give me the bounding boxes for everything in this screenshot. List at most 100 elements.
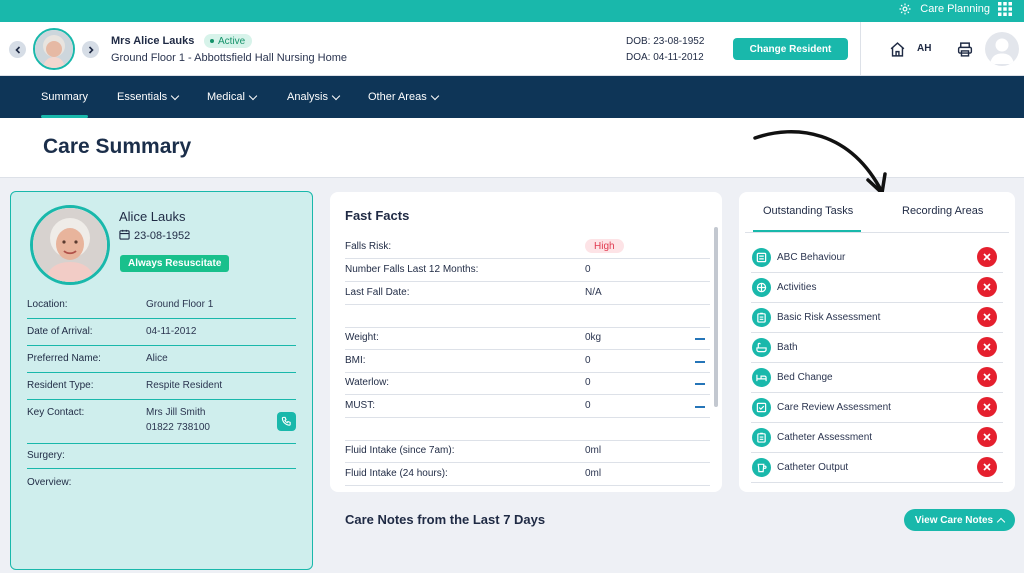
fact-label: Falls Risk:	[345, 241, 392, 252]
close-icon[interactable]	[977, 397, 997, 417]
fact-label: Waterlow:	[345, 377, 390, 388]
user-avatar-icon[interactable]	[985, 32, 1019, 66]
task-row[interactable]: Catheter Output	[751, 455, 1003, 483]
chevron-up-icon	[996, 517, 1006, 526]
fact-label: Last Fall Date:	[345, 287, 410, 298]
falls-risk-badge: High	[585, 239, 624, 253]
task-label: ABC Behaviour	[777, 252, 846, 263]
top-bar: Care Planning	[0, 0, 1024, 22]
tab-recording-areas[interactable]: Recording Areas	[902, 205, 984, 217]
header-divider	[860, 22, 861, 76]
task-row[interactable]: Care Review Assessment	[751, 395, 1003, 423]
profile-row-arrival: Date of Arrival: 04-11-2012	[27, 326, 296, 346]
nav-essentials[interactable]: Essentials	[117, 91, 180, 103]
fact-value: 0	[585, 264, 591, 275]
fact-row-fluid-24h: Fluid Intake (24 hours): 0ml	[345, 463, 710, 486]
care-planning-label[interactable]: Care Planning	[920, 3, 990, 15]
page-title-band: Care Summary	[0, 118, 1024, 178]
fact-row-falls-risk: Falls Risk: High	[345, 236, 710, 259]
minus-icon[interactable]	[695, 338, 705, 340]
key-contact-phone: 01822 738100	[146, 422, 210, 433]
nav-summary[interactable]: Summary	[41, 91, 89, 118]
resident-location: Ground Floor 1 - Abbottsfield Hall Nursi…	[111, 52, 347, 64]
profile-row-preferred-name: Preferred Name: Alice	[27, 353, 296, 373]
care-planning-switcher[interactable]: Care Planning	[898, 2, 1012, 16]
close-icon[interactable]	[977, 427, 997, 447]
gear-icon[interactable]	[898, 2, 912, 16]
fact-row-fluid-7am: Fluid Intake (since 7am): 0ml	[345, 440, 710, 463]
minus-icon[interactable]	[695, 361, 705, 363]
fact-label: Weight:	[345, 332, 379, 343]
user-initials[interactable]: AH	[917, 43, 932, 54]
chevron-down-icon	[248, 91, 258, 100]
profile-label: Resident Type:	[27, 380, 94, 391]
task-row[interactable]: Catheter Assessment	[751, 425, 1003, 453]
fact-row-last-fall: Last Fall Date: N/A	[345, 282, 710, 305]
nav-summary-label: Summary	[41, 91, 89, 103]
fast-facts-scrollbar[interactable]	[714, 227, 718, 407]
next-resident-button[interactable]	[82, 41, 99, 58]
profile-row-resident-type: Resident Type: Respite Resident	[27, 380, 296, 400]
print-icon[interactable]	[956, 41, 974, 63]
nav-other-areas[interactable]: Other Areas	[368, 91, 439, 103]
task-row[interactable]: Bed Change	[751, 365, 1003, 393]
close-icon[interactable]	[977, 367, 997, 387]
task-label: Basic Risk Assessment	[777, 312, 881, 323]
chevron-down-icon	[170, 91, 180, 100]
close-icon[interactable]	[977, 457, 997, 477]
view-care-notes-button[interactable]: View Care Notes	[904, 509, 1015, 531]
task-row[interactable]: ABC Behaviour	[751, 245, 1003, 273]
nav-medical[interactable]: Medical	[207, 91, 258, 103]
task-row[interactable]: Bath	[751, 335, 1003, 363]
fact-row-spacer	[345, 418, 710, 441]
close-icon[interactable]	[977, 337, 997, 357]
fact-row-spacer	[345, 305, 710, 328]
main-nav: Summary Essentials Medical Analysis Othe…	[0, 76, 1024, 118]
call-contact-button[interactable]	[277, 412, 296, 431]
key-contact-name: Mrs Jill Smith	[146, 407, 206, 418]
bed-icon	[752, 368, 771, 387]
profile-label: Surgery:	[27, 450, 65, 461]
chevron-down-icon	[430, 91, 439, 100]
bath-icon	[752, 338, 771, 357]
task-row[interactable]: Basic Risk Assessment	[751, 305, 1003, 333]
fact-label: Fluid Intake (24 hours):	[345, 468, 448, 479]
resuscitate-badge: Always Resuscitate	[120, 255, 230, 272]
fast-facts-title: Fast Facts	[345, 208, 410, 223]
close-icon[interactable]	[977, 277, 997, 297]
resident-header: Mrs Alice Lauks Active Ground Floor 1 - …	[0, 22, 1024, 76]
clipboard-icon	[752, 428, 771, 447]
apps-grid-icon[interactable]	[998, 2, 1012, 16]
task-label: Care Review Assessment	[777, 402, 891, 413]
care-notes-title: Care Notes from the Last 7 Days	[345, 512, 546, 527]
close-icon[interactable]	[977, 307, 997, 327]
view-care-notes-label: View Care Notes	[914, 514, 994, 526]
cup-icon	[752, 458, 771, 477]
profile-label: Key Contact:	[27, 407, 85, 418]
fact-label: BMI:	[345, 355, 366, 366]
home-icon[interactable]	[889, 41, 906, 63]
profile-dob: 23-08-1952	[119, 229, 190, 243]
chevron-down-icon	[331, 91, 341, 100]
tab-outstanding-tasks[interactable]: Outstanding Tasks	[752, 205, 862, 232]
fact-row-weight: Weight: 0kg	[345, 327, 710, 350]
change-resident-button[interactable]: Change Resident	[733, 38, 848, 60]
profile-row-overview: Overview:	[27, 477, 296, 497]
task-row[interactable]: Activities	[751, 275, 1003, 303]
close-icon[interactable]	[977, 247, 997, 267]
nav-analysis[interactable]: Analysis	[287, 91, 341, 103]
profile-value: 04-11-2012	[146, 326, 197, 337]
resident-profile-card: Alice Lauks 23-08-1952 Always Resuscitat…	[10, 191, 313, 570]
profile-row-surgery: Surgery:	[27, 450, 296, 469]
minus-icon[interactable]	[695, 406, 705, 408]
resident-photo	[30, 205, 110, 285]
previous-resident-button[interactable]	[9, 41, 26, 58]
tab-divider	[745, 232, 1009, 233]
profile-label: Location:	[27, 299, 68, 310]
nav-medical-label: Medical	[207, 91, 245, 103]
profile-label: Preferred Name:	[27, 353, 101, 364]
minus-icon[interactable]	[695, 383, 705, 385]
fact-label: Number Falls Last 12 Months:	[345, 264, 479, 275]
task-label: Bath	[777, 342, 798, 353]
resident-dob: DOB: 23-08-1952	[626, 36, 705, 47]
